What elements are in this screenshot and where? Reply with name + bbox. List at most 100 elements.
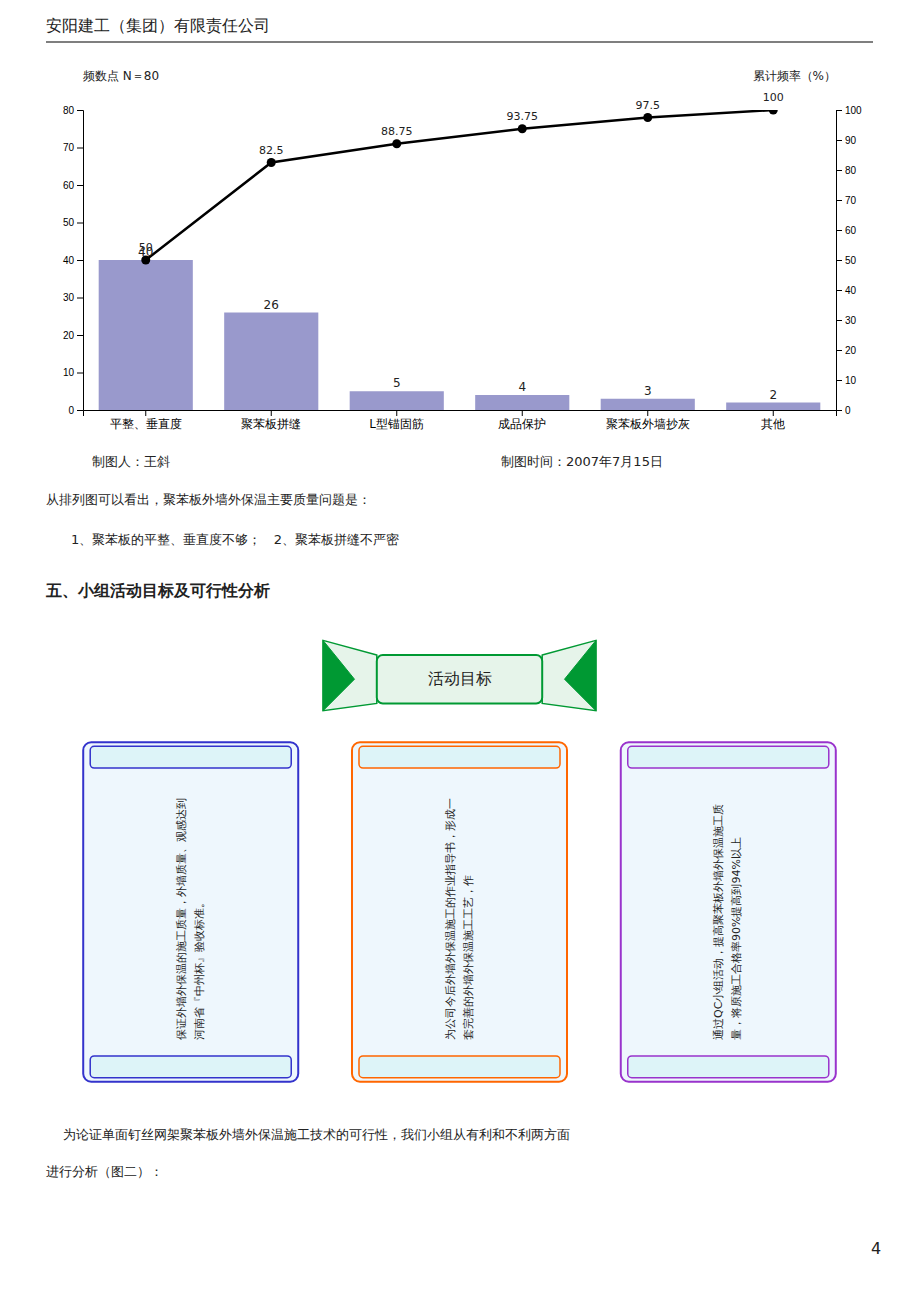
box-text: 为公司今后外墙外保温施工的作业指导书，形成一套完善的外墙外保温施工工艺，作 — [444, 798, 475, 1040]
y2-tick-mark — [836, 110, 842, 111]
y2-tick-label: 20 — [845, 345, 857, 356]
y-axis-line — [77, 111, 84, 411]
y2-tick-mark — [836, 350, 842, 351]
line-label: 100 — [763, 91, 784, 104]
y2-tick-mark — [836, 200, 842, 201]
line-marker — [392, 139, 401, 148]
y2-tick: 30 — [836, 315, 857, 326]
bar — [726, 403, 820, 411]
y-axis-title: 频数点 N＝80 — [83, 69, 159, 83]
y-tick-label: 10 — [63, 367, 75, 378]
y2-tick: 70 — [836, 195, 857, 206]
bar — [99, 260, 193, 410]
box-tab — [628, 746, 829, 768]
box-tab — [90, 746, 291, 768]
x-axis: 平整、垂直度 聚苯板拼缝 L型锚固筋 成品保护 聚苯板外墙抄灰 其他 — [84, 410, 837, 431]
y2-tick-label: 0 — [845, 405, 851, 416]
maker-time: 制图时间：2007年7月15日 — [501, 454, 663, 469]
x-tick-mark — [522, 410, 523, 416]
footer-text1: 为论证单面钉丝网架聚苯板外墙外保温施工技术的可行性，我们小组从有利和不利两方面 — [46, 1127, 570, 1142]
y-tick: 40 — [63, 255, 83, 266]
y2-tick: 90 — [836, 135, 857, 146]
section-title: 五、小组活动目标及可行性分析 — [45, 581, 270, 600]
cumulative-line — [146, 110, 774, 260]
x-tick: L型锚固筋 — [369, 410, 424, 431]
x-tick-label: L型锚固筋 — [369, 417, 424, 431]
y2-tick: 20 — [836, 345, 857, 356]
text1: 从排列图可以看出，聚苯板外墙外保温主要质量问题是： — [46, 492, 371, 507]
bar-label: 26 — [264, 298, 279, 312]
y2-tick-mark — [836, 320, 842, 321]
bar-label: 5 — [393, 376, 401, 390]
box-tab — [359, 1056, 560, 1078]
y-tick-label: 60 — [63, 180, 75, 191]
ribbon-text: 活动目标 — [428, 669, 492, 688]
y-tick-mark — [77, 298, 83, 299]
line-marker — [643, 113, 652, 122]
y2-tick-label: 70 — [845, 195, 857, 206]
y-tick-mark — [77, 410, 83, 411]
y-tick-label: 30 — [63, 292, 75, 303]
y-tick-mark — [77, 148, 83, 149]
x-tick-mark — [396, 410, 397, 416]
x-tick-label: 聚苯板拼缝 — [241, 417, 301, 431]
y-tick-mark — [77, 223, 83, 224]
ribbon-tail — [542, 640, 596, 710]
y-tick: 60 — [63, 180, 83, 191]
bar-label: 4 — [518, 380, 526, 394]
y-tick: 10 — [63, 367, 83, 378]
maker-line: 制图人：王斜 — [92, 454, 170, 469]
y-tick: 50 — [63, 217, 83, 228]
box-text-group: 保证外墙外保温的施工质量，外墙质量、观感达到河南省『中州杯』验收标准。 — [175, 798, 206, 1040]
x-tick-label: 其他 — [761, 417, 785, 431]
line-marker — [769, 110, 778, 115]
y2-tick-mark — [836, 290, 842, 291]
box-tab — [90, 1056, 291, 1078]
y2-tick-label: 100 — [845, 105, 862, 116]
x-tick: 其他 — [761, 410, 785, 431]
y-axis: 01020304050607080 — [63, 105, 84, 416]
x-tick: 成品保护 — [498, 410, 546, 431]
box-text-group: 为公司今后外墙外保温施工的作业指导书，形成一套完善的外墙外保温施工工艺，作 — [444, 798, 475, 1040]
y-tick-label: 20 — [63, 330, 75, 341]
header-rule — [46, 41, 873, 42]
bar-label: 2 — [769, 388, 777, 402]
x-tick-label: 平整、垂直度 — [110, 417, 182, 431]
y2-tick-mark — [836, 140, 842, 141]
line-label: 88.75 — [381, 125, 413, 138]
x-tick: 聚苯板外墙抄灰 — [606, 410, 690, 431]
x-tick: 平整、垂直度 — [110, 410, 182, 431]
marks — [99, 110, 821, 410]
page: 安阳建工（集团）有限责任公司平整、垂直度 聚苯板拼缝 L型锚固筋 成品保护 聚苯板外墙抄… — [0, 0, 919, 1293]
text2: 1、聚苯板的平整、垂直度不够； 2、聚苯板拼缝不严密 — [71, 532, 399, 547]
header: 安阳建工（集团）有限责任公司 — [46, 16, 270, 35]
y-tick: 20 — [63, 330, 83, 341]
box-tab — [628, 1056, 829, 1078]
y-tick: 0 — [68, 405, 83, 416]
y2-tick: 10 — [836, 375, 857, 386]
y2-tick-label: 90 — [845, 135, 857, 146]
x-tick-label: 聚苯板外墙抄灰 — [606, 417, 690, 431]
y-tick: 80 — [63, 105, 83, 116]
x-tick-mark — [773, 410, 774, 416]
chart: 平整、垂直度聚苯板拼缝L型锚固筋成品保护聚苯板外墙抄灰其他01020304050… — [63, 69, 862, 431]
y2-tick: 80 — [836, 165, 857, 176]
bar — [601, 399, 695, 410]
y2-tick-label: 30 — [845, 315, 857, 326]
box-tab — [359, 746, 560, 768]
y2-tick: 0 — [836, 405, 851, 416]
y2-tick: 40 — [836, 285, 857, 296]
y2-tick-label: 10 — [845, 375, 857, 386]
y2-tick-mark — [836, 230, 842, 231]
y2-tick-mark — [836, 260, 842, 261]
y2-axis-title: 累计频率（%） — [753, 69, 836, 83]
bar — [350, 391, 444, 410]
y-tick-mark — [77, 260, 83, 261]
x-tick-mark — [271, 410, 272, 416]
y2-tick-label: 80 — [845, 165, 857, 176]
line-label: 82.5 — [259, 144, 284, 157]
box-text: 保证外墙外保温的施工质量，外墙质量、观感达到河南省『中州杯』验收标准。 — [175, 798, 206, 1040]
y2-axis-line — [837, 111, 843, 411]
line-label: 97.5 — [636, 99, 661, 112]
y-tick-mark — [77, 185, 83, 186]
